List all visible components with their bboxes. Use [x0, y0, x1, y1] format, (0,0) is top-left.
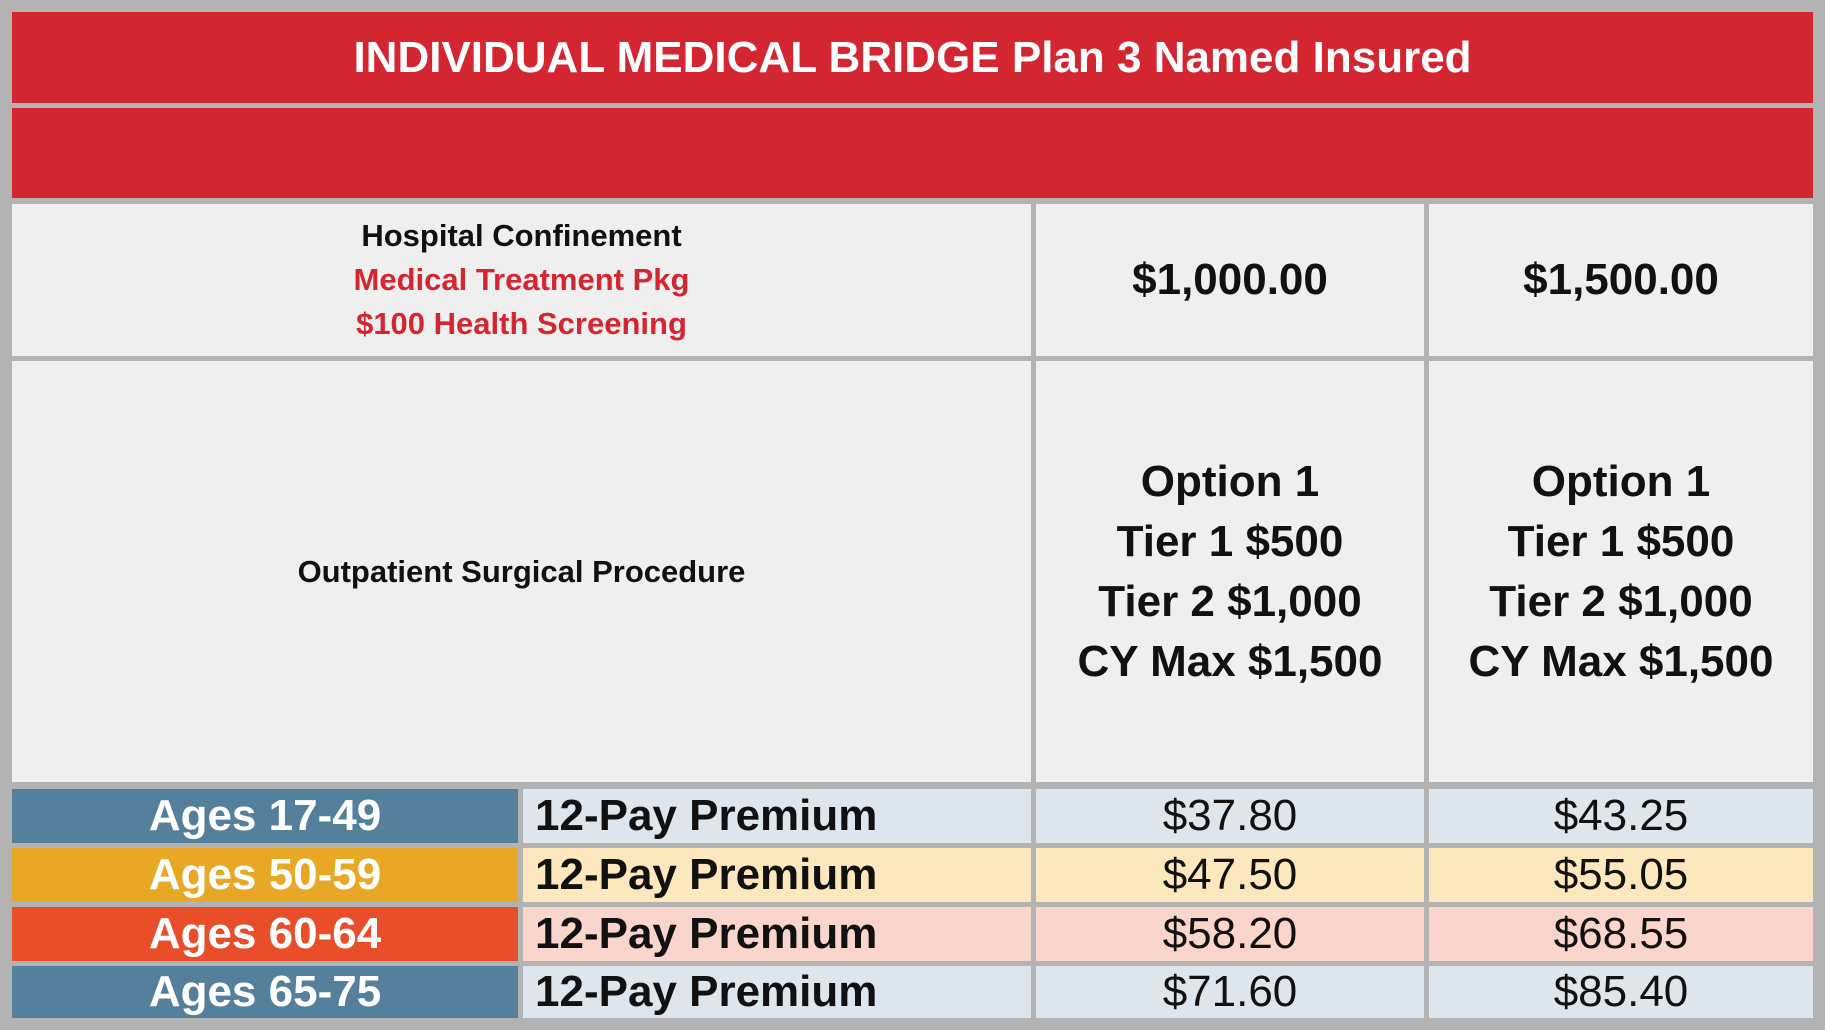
benefit-hospital-confinement: Hospital Confinement — [361, 218, 682, 253]
option-tier1: Tier 1 $500 — [1507, 516, 1735, 566]
pay-label: 12-Pay Premium — [523, 789, 1031, 843]
premium-col1: $71.60 — [1036, 966, 1424, 1018]
premium-col2: $55.05 — [1429, 848, 1813, 902]
table-title: INDIVIDUAL MEDICAL BRIDGE Plan 3 Named I… — [12, 12, 1813, 103]
premium-col1: $58.20 — [1036, 907, 1424, 961]
benefit-value-col2: $1,500.00 — [1429, 204, 1813, 356]
age-band: Ages 17-49 — [12, 789, 518, 843]
outpatient-options-col1: Option 1 Tier 1 $500 Tier 2 $1,000 CY Ma… — [1036, 361, 1424, 782]
premium-col1: $47.50 — [1036, 848, 1424, 902]
benefits-label: Hospital Confinement Medical Treatment P… — [12, 204, 1031, 356]
option-tier1: Tier 1 $500 — [1116, 516, 1344, 566]
pay-label: 12-Pay Premium — [523, 966, 1031, 1018]
header-band — [12, 108, 1813, 198]
outpatient-label: Outpatient Surgical Procedure — [12, 361, 1031, 782]
outpatient-options-col2: Option 1 Tier 1 $500 Tier 2 $1,000 CY Ma… — [1429, 361, 1813, 782]
age-band: Ages 60-64 — [12, 907, 518, 961]
option-name: Option 1 — [1140, 456, 1320, 506]
option-cymax: CY Max $1,500 — [1077, 636, 1383, 686]
premium-col2: $85.40 — [1429, 966, 1813, 1018]
benefit-health-screening: $100 Health Screening — [356, 306, 687, 341]
premium-col1: $37.80 — [1036, 789, 1424, 843]
option-cymax: CY Max $1,500 — [1468, 636, 1774, 686]
premium-col2: $68.55 — [1429, 907, 1813, 961]
pay-label: 12-Pay Premium — [523, 848, 1031, 902]
pay-label: 12-Pay Premium — [523, 907, 1031, 961]
premium-col2: $43.25 — [1429, 789, 1813, 843]
age-band: Ages 65-75 — [12, 966, 518, 1018]
benefit-value-col1: $1,000.00 — [1036, 204, 1424, 356]
benefit-medical-treatment: Medical Treatment Pkg — [353, 262, 690, 297]
age-band: Ages 50-59 — [12, 848, 518, 902]
option-tier2: Tier 2 $1,000 — [1098, 576, 1362, 626]
option-name: Option 1 — [1531, 456, 1711, 506]
option-tier2: Tier 2 $1,000 — [1489, 576, 1753, 626]
